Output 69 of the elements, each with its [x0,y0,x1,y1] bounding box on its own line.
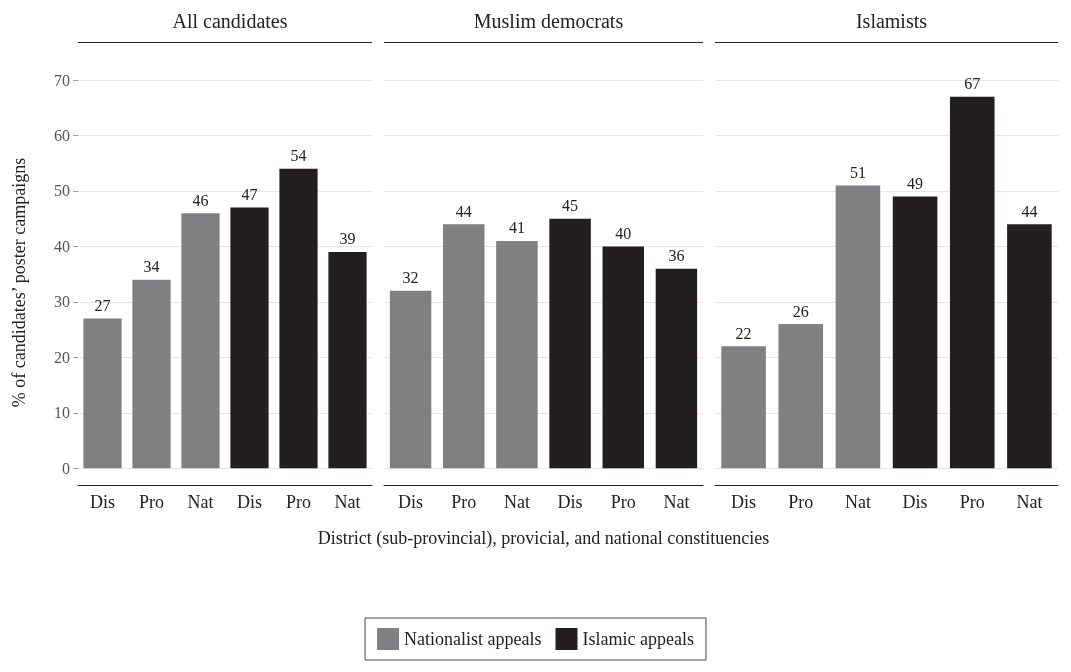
legend-label: Islamic appeals [582,629,694,649]
bar [655,268,698,469]
x-tick-label: Dis [557,492,583,512]
x-tick-label: Pro [610,492,636,512]
data-label: 67 [964,75,981,93]
bar [835,185,881,469]
y-tick-label: 0 [62,459,70,477]
y-tick-label: 70 [54,71,70,89]
x-tick-label: Nat [663,492,690,512]
bar [328,251,367,469]
data-label: 22 [735,324,752,342]
x-tick-label: Nat [187,492,214,512]
y-tick-label: 30 [54,293,70,311]
y-tick-label: 20 [54,348,70,366]
data-label: 49 [907,175,924,193]
y-tick-label: 10 [54,404,70,422]
data-label: 36 [668,247,685,265]
data-label: 46 [192,191,209,209]
data-label: 45 [562,197,579,215]
bar [389,290,432,469]
x-tick-label: Dis [902,492,928,512]
bar [279,168,318,469]
bar [602,246,644,469]
data-label: 26 [792,302,809,320]
data-label: 40 [615,224,632,242]
chart-title: All candidates [172,10,288,32]
legend-label: Nationalist appeals [404,629,542,649]
data-label: 34 [143,258,160,276]
x-tick-label: Dis [236,492,263,512]
x-tick-label: Dis [731,492,757,512]
data-label: 54 [290,147,307,165]
data-label: 39 [339,230,356,248]
x-tick-label: Nat [334,492,361,512]
x-tick-label: Pro [959,492,985,512]
data-label: 41 [508,219,525,237]
x-tick-label: Pro [138,492,165,512]
data-label: 44 [455,202,472,220]
x-axis-title: District (sub-provincial), provicial, and national constituencies [317,528,770,549]
chart-title: Islamists [855,10,928,32]
bar [230,207,269,469]
y-tick-label: 40 [54,237,70,255]
x-tick-label: Nat [844,492,871,512]
y-axis-title: % of candidates’ poster campaigns [9,157,29,408]
chart-title: Muslim democrats [473,10,624,32]
bar [892,196,938,469]
bar [443,224,485,469]
x-tick-label: Dis [89,492,116,512]
bar [181,213,220,469]
bar [778,324,824,469]
y-tick-label: 60 [54,126,70,144]
bar [83,318,122,469]
bar [549,218,591,469]
x-tick-label: Nat [1016,492,1043,512]
data-label: 47 [241,186,258,204]
bar [132,279,171,469]
bar [949,96,995,469]
data-label: 44 [1021,202,1038,220]
bar [721,346,766,469]
y-tick-label: 50 [54,182,70,200]
x-tick-label: Pro [451,492,477,512]
x-tick-label: Pro [285,492,312,512]
data-label: 51 [849,163,866,181]
data-label: 32 [402,269,419,287]
x-tick-label: Nat [503,492,530,512]
x-tick-label: Pro [788,492,814,512]
bar [1007,224,1052,469]
data-label: 27 [94,297,111,315]
bar [496,240,538,469]
x-tick-label: Dis [398,492,424,512]
